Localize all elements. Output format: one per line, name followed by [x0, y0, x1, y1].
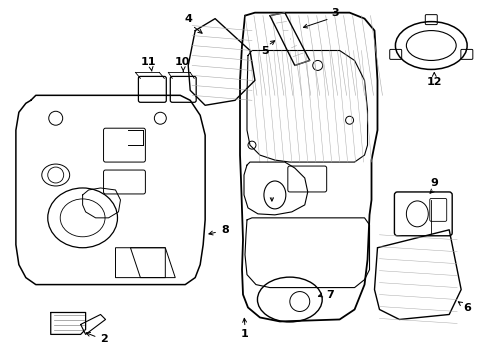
Text: 12: 12	[426, 77, 441, 87]
Text: 11: 11	[141, 58, 156, 67]
Text: 8: 8	[221, 225, 228, 235]
Text: 7: 7	[325, 289, 333, 300]
Text: 4: 4	[184, 14, 192, 24]
Text: 2: 2	[100, 334, 107, 345]
Text: 6: 6	[462, 302, 470, 312]
Text: 9: 9	[429, 178, 437, 188]
Text: 5: 5	[261, 45, 268, 55]
Text: 1: 1	[241, 329, 248, 339]
Text: 10: 10	[174, 58, 189, 67]
Text: 3: 3	[330, 8, 338, 18]
